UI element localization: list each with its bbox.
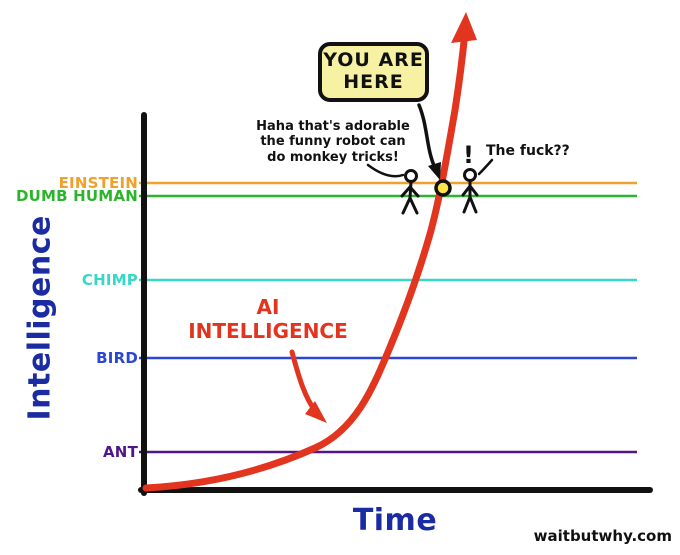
dumb-human-label: DUMB HUMAN: [15, 187, 138, 205]
curve-label-arrowhead-icon: [305, 401, 327, 423]
einstein-label: EINSTEIN: [58, 174, 138, 192]
you-are-here-dot: [434, 179, 452, 197]
ai-intelligence-curve: [142, 28, 469, 492]
left-human-speech: Haha that's adorable the funny robot can…: [256, 119, 410, 165]
you-are-here-callout: YOU ARE HERE: [318, 42, 429, 102]
bird-label: BIRD: [96, 349, 138, 367]
left-stick-figure: [400, 169, 420, 215]
right-speech-connector: [477, 158, 494, 176]
chimp-label: CHIMP: [81, 271, 138, 289]
you-are-here-arrow: [417, 103, 437, 170]
right-human-speech: The fuck??: [486, 143, 570, 159]
ant-label: ANT: [103, 443, 138, 461]
curve-arrowhead-icon: [451, 12, 477, 43]
right-stick-figure: [461, 168, 479, 214]
you-are-here-arrowhead-icon: [428, 162, 441, 180]
y-axis-label: Intelligence: [22, 215, 58, 421]
curve-label-arrow: [289, 349, 319, 415]
exclamation-mark: !: [463, 141, 474, 169]
ai-intelligence-curve-label: AI INTELLIGENCE: [188, 295, 348, 343]
site-credit: waitbutwhy.com: [533, 527, 672, 545]
left-speech-connector: [366, 163, 405, 178]
x-axis-label: Time: [352, 503, 438, 538]
